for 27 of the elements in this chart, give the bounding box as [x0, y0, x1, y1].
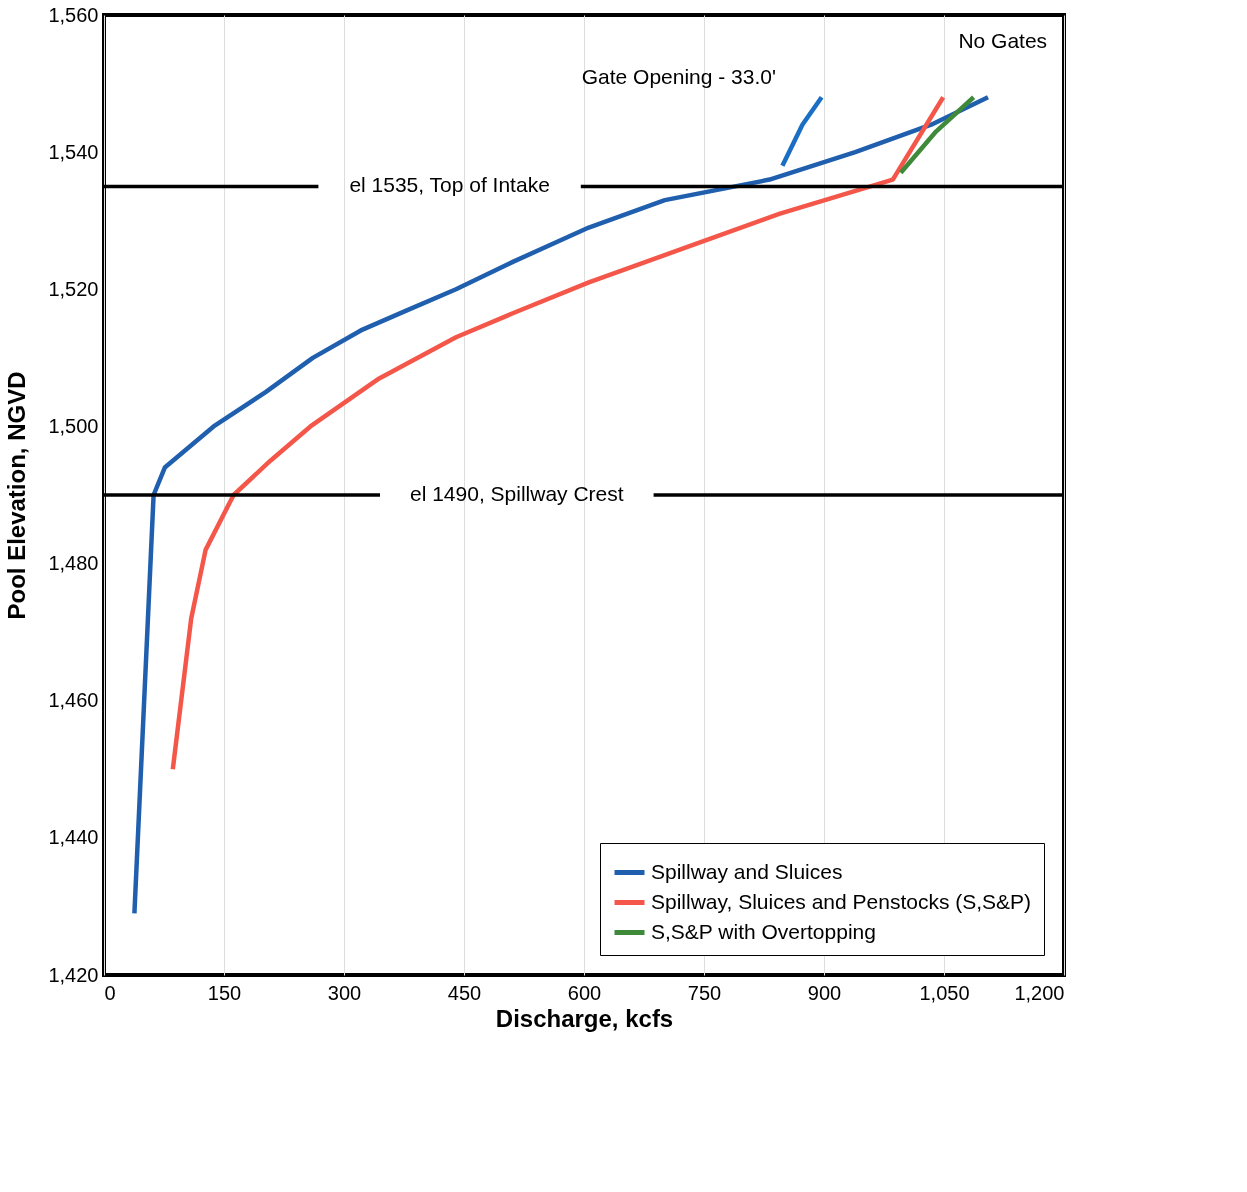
annotation: Gate Opening - 33.0' [581, 65, 776, 89]
x-tick-label: 0 [104, 981, 116, 1004]
x-tick-label: 1,200 [1014, 981, 1065, 1004]
legend-label: Spillway and Sluices [651, 859, 843, 883]
y-tick-label: 1,540 [48, 140, 99, 163]
x-tick-label: 1,050 [919, 981, 970, 1004]
y-tick-label: 1,460 [48, 689, 99, 712]
legend-label: Spillway, Sluices and Penstocks (S,S&P) [651, 889, 1032, 913]
x-axis-title: Discharge, kcfs [495, 1004, 674, 1032]
y-tick-label: 1,520 [48, 277, 99, 300]
x-tick-label: 450 [447, 981, 482, 1004]
y-tick-label: 1,440 [48, 826, 99, 849]
y-axis-title: Pool Elevation, NGVD [3, 371, 31, 620]
ref-line-label: el 1490, Spillway Crest [410, 482, 624, 505]
ref-line-label: el 1535, Top of Intake [349, 173, 550, 197]
y-tick-label: 1,560 [48, 3, 99, 26]
x-tick-label: 600 [567, 981, 602, 1004]
y-tick-label: 1,420 [48, 963, 99, 986]
y-tick-label: 1,500 [48, 414, 99, 437]
annotation: No Gates [958, 28, 1048, 52]
x-tick-label: 750 [687, 981, 722, 1004]
x-tick-label: 150 [207, 981, 242, 1004]
x-tick-label: 900 [807, 981, 842, 1004]
legend-label: S,S&P with Overtopping [651, 919, 876, 943]
y-tick-label: 1,480 [48, 552, 99, 575]
x-tick-label: 300 [327, 981, 362, 1004]
line-series [170, 95, 946, 772]
